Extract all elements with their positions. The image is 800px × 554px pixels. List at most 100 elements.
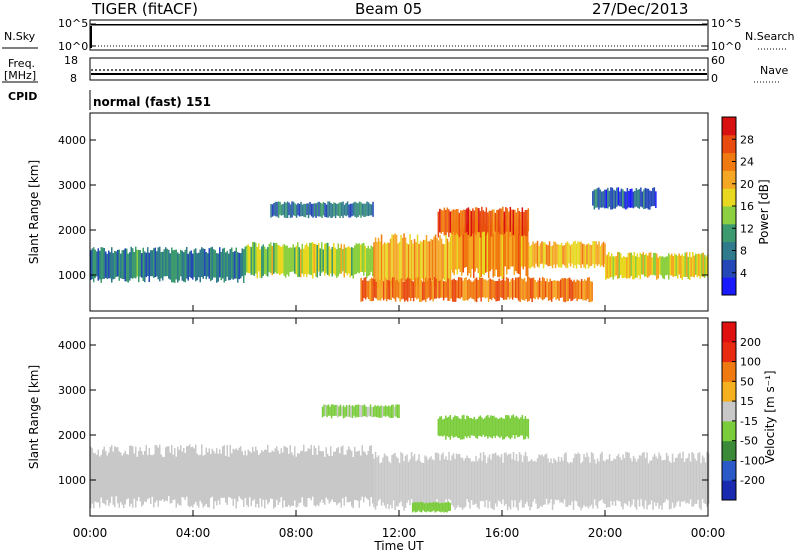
velocity-streak-b2 xyxy=(466,415,468,438)
power-streak-b9 xyxy=(652,187,654,207)
velocity-streak-b3 xyxy=(365,406,367,417)
freq-tick-bottom: 8 xyxy=(70,72,77,85)
power-streak-b6 xyxy=(466,208,468,233)
power-streak-b5 xyxy=(669,255,671,276)
power-streak-b7 xyxy=(549,278,551,300)
power-streak-b7 xyxy=(517,277,520,301)
power-streak-b1 xyxy=(250,246,252,275)
power-streak-b2 xyxy=(406,243,408,281)
power-streak-b8 xyxy=(319,202,322,217)
velocity-streak-b3 xyxy=(324,404,327,416)
velocity-streak-b1 xyxy=(566,461,569,507)
power-streak-b8 xyxy=(280,204,283,216)
power-streak-b1 xyxy=(265,249,267,276)
velocity-streak-b0 xyxy=(135,446,137,508)
velocity-streak-b0 xyxy=(298,453,300,504)
velocity-streak-b0 xyxy=(105,451,107,506)
power-streak-b3 xyxy=(507,227,509,270)
power-streak-b0 xyxy=(94,249,96,278)
power-streak-b1 xyxy=(340,243,342,274)
power-streak-b4 xyxy=(530,244,533,268)
power-streak-b2 xyxy=(401,237,404,282)
power-streak-b0 xyxy=(223,247,225,283)
velocity-streak-b0 xyxy=(133,453,135,499)
velocity-streak-b4 xyxy=(438,503,441,512)
power-streak-b7 xyxy=(426,280,428,299)
power-streak-b7 xyxy=(360,277,362,302)
power-streak-b7 xyxy=(502,277,505,300)
power-streak-b2 xyxy=(409,234,411,283)
power-streak-b7 xyxy=(565,278,568,302)
velocity-streak-b0 xyxy=(123,453,125,509)
power-streak-b4 xyxy=(544,242,546,265)
velocity-streak-b2 xyxy=(443,418,446,436)
power-streak-b8 xyxy=(339,202,341,218)
velocity-data-layer xyxy=(90,404,710,513)
velocity-streak-b0 xyxy=(288,454,290,505)
power-streak-b6 xyxy=(476,207,479,233)
power-colorbar-tick-label: 12 xyxy=(740,222,754,235)
velocity-colorbar-step xyxy=(722,401,736,422)
power-streak-b2 xyxy=(391,234,393,287)
power-streak-b5 xyxy=(617,252,619,279)
power-streak-b7 xyxy=(520,278,523,300)
velocity-streak-b0 xyxy=(346,449,348,503)
power-streak-b1 xyxy=(258,243,260,272)
velocity-streak-b3 xyxy=(393,407,396,417)
power-streak-b1 xyxy=(348,246,350,274)
power-streak-b7 xyxy=(493,281,496,300)
power-streak-b5 xyxy=(677,255,679,279)
velocity-streak-b0 xyxy=(265,449,267,500)
velocity-streak-b1 xyxy=(472,461,474,505)
velocity-streak-b1 xyxy=(697,453,699,500)
velocity-streak-b3 xyxy=(326,405,328,418)
velocity-streak-b1 xyxy=(562,460,564,504)
power-streak-b1 xyxy=(286,245,288,275)
velocity-streak-b1 xyxy=(464,458,467,507)
power-streak-b2 xyxy=(442,243,444,279)
velocity-streak-b3 xyxy=(344,407,346,418)
power-streak-b0 xyxy=(193,249,195,278)
velocity-streak-b2 xyxy=(500,417,503,437)
velocity-streak-b0 xyxy=(147,455,149,500)
power-streak-b3 xyxy=(468,219,470,274)
power-streak-b6 xyxy=(484,211,486,232)
velocity-streak-b2 xyxy=(445,415,447,440)
power-streak-b2 xyxy=(400,234,402,280)
velocity-streak-b1 xyxy=(598,461,600,502)
velocity-streak-b1 xyxy=(544,454,546,505)
velocity-streak-b1 xyxy=(589,462,591,507)
power-streak-b6 xyxy=(442,210,444,232)
velocity-streak-b0 xyxy=(301,450,303,498)
power-streak-b5 xyxy=(668,253,670,280)
power-streak-b0 xyxy=(139,250,141,277)
power-streak-b1 xyxy=(354,245,356,275)
velocity-streak-b1 xyxy=(557,456,560,500)
power-streak-b0 xyxy=(154,247,156,278)
power-streak-b5 xyxy=(689,252,691,280)
power-colorbar-step xyxy=(722,134,736,154)
velocity-streak-b1 xyxy=(422,463,425,508)
velocity-streak-b1 xyxy=(590,452,593,505)
velocity-streak-b3 xyxy=(338,406,340,417)
power-streak-b6 xyxy=(506,208,509,232)
power-streak-b0 xyxy=(136,249,138,277)
power-streak-b7 xyxy=(477,279,479,299)
power-streak-b5 xyxy=(693,255,695,278)
power-streak-b1 xyxy=(303,248,305,277)
power-streak-b7 xyxy=(367,280,370,299)
velocity-streak-b2 xyxy=(512,414,515,436)
power-streak-b5 xyxy=(641,254,643,275)
power-streak-b5 xyxy=(675,254,677,277)
power-streak-b7 xyxy=(471,282,473,299)
power-streak-b4 xyxy=(595,241,597,265)
velocity-streak-b2 xyxy=(451,419,453,436)
velocity-streak-b1 xyxy=(389,463,392,505)
velocity-streak-b0 xyxy=(249,451,251,498)
velocity-streak-b1 xyxy=(604,461,606,504)
velocity-streak-b1 xyxy=(511,459,513,501)
power-streak-b8 xyxy=(288,202,290,216)
power-streak-b3 xyxy=(453,221,455,276)
velocity-streak-b3 xyxy=(357,404,360,418)
